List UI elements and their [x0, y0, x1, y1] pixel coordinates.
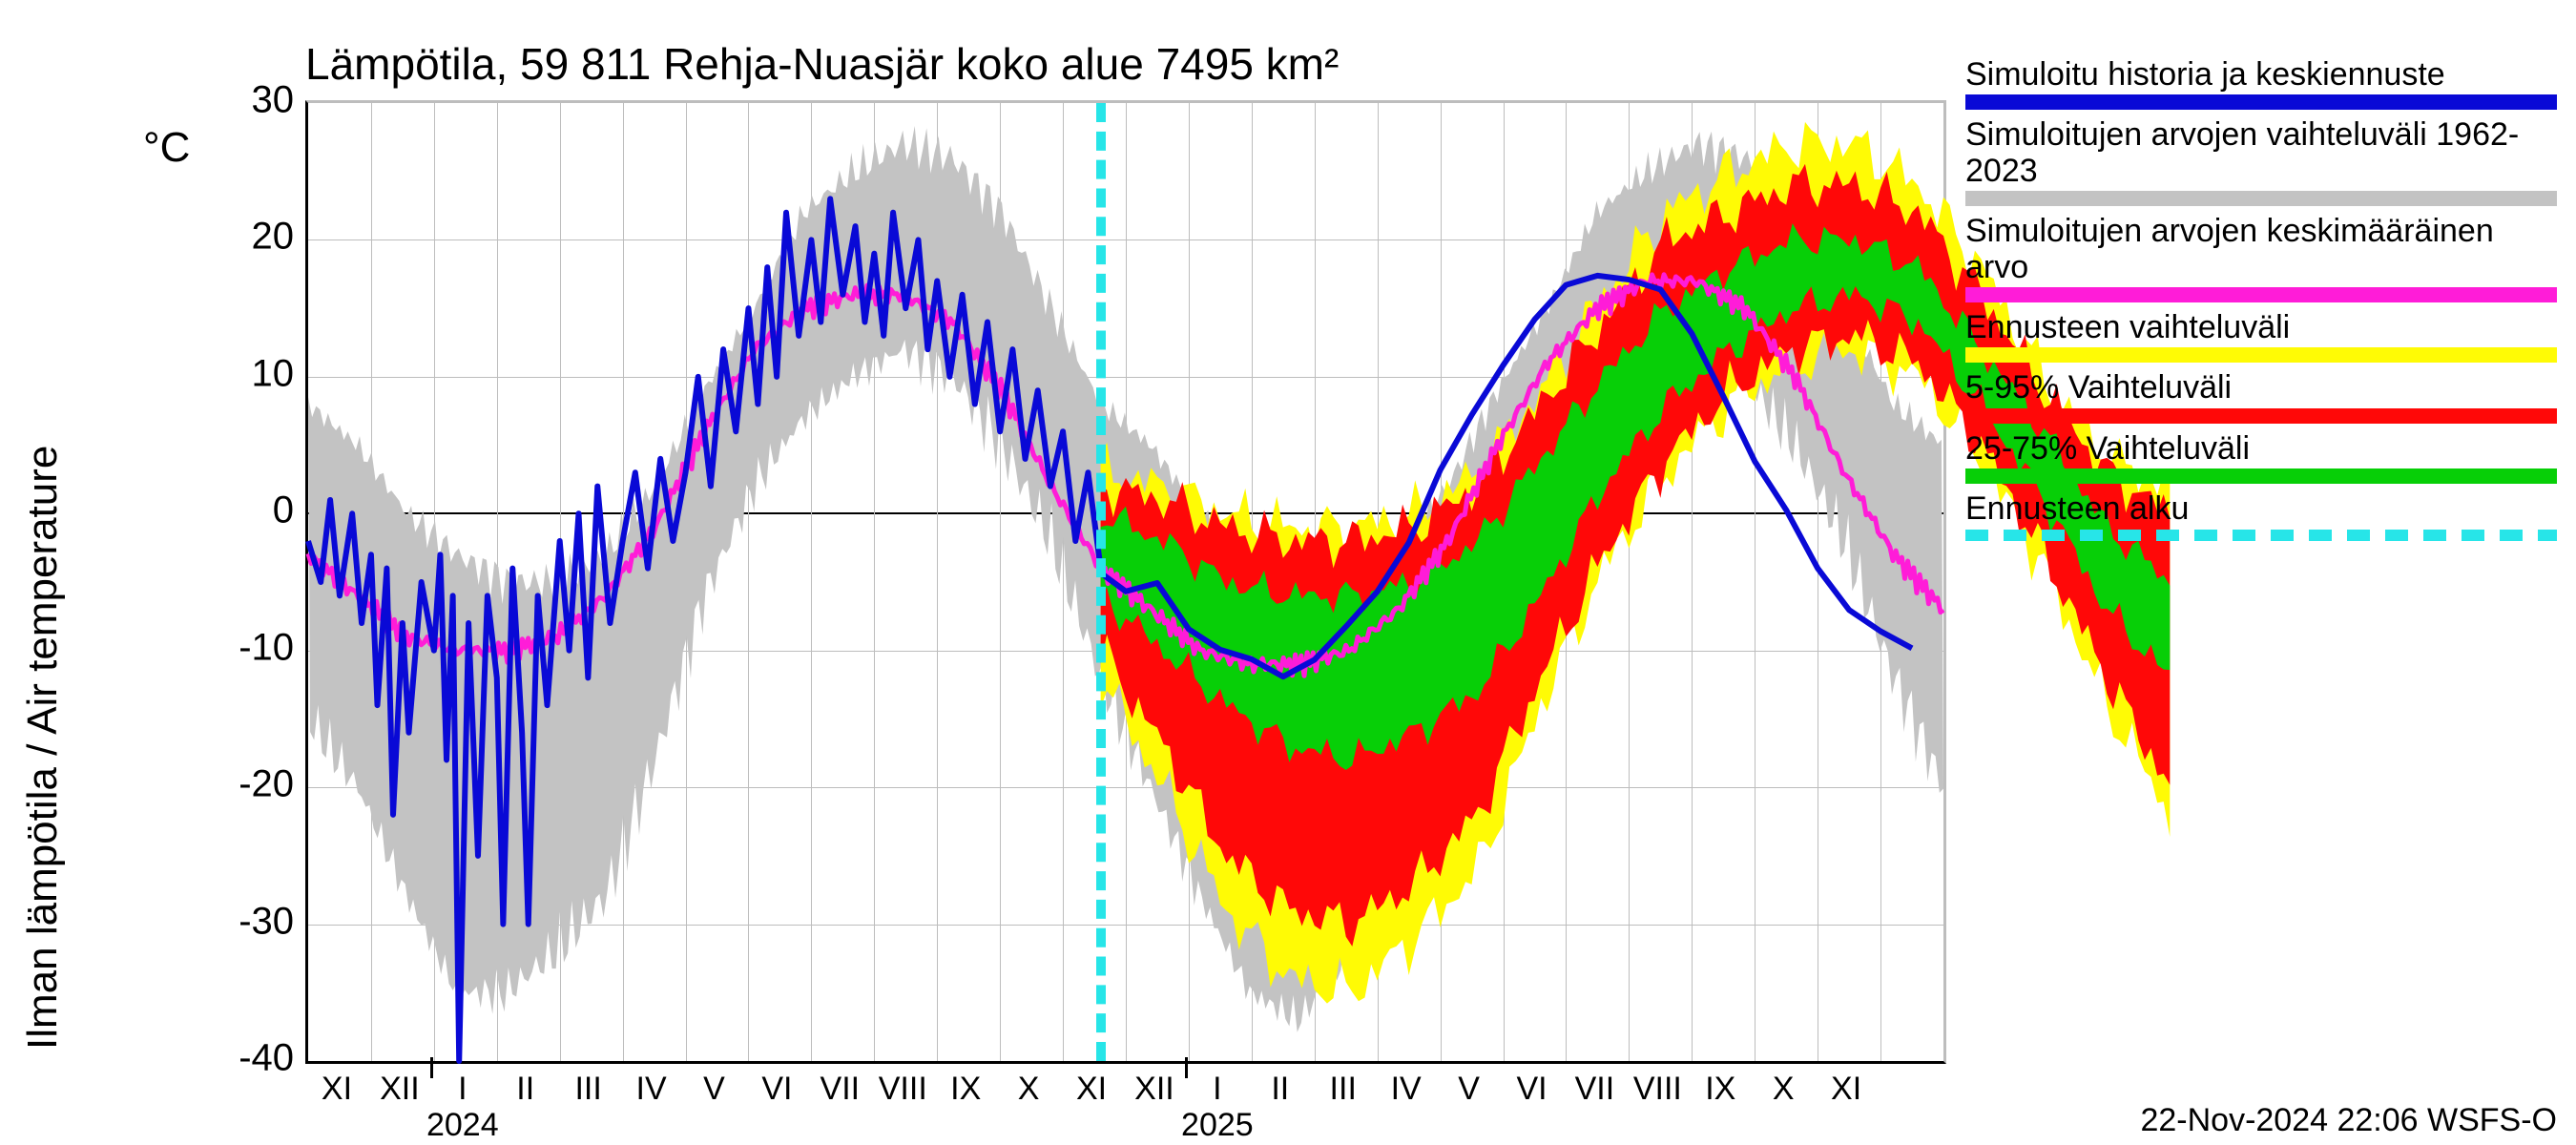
- legend-item: 25-75% Vaihteluväli: [1965, 431, 2557, 484]
- y-tick-label: -40: [208, 1037, 294, 1080]
- y-tick-label: 30: [208, 79, 294, 122]
- y-axis-label: Ilman lämpötila / Air temperature: [19, 446, 67, 1050]
- legend-item: 5-95% Vaihteluväli: [1965, 370, 2557, 423]
- y-tick-label: -30: [208, 900, 294, 943]
- x-year-label: 2024: [426, 1107, 499, 1144]
- legend-swatch: [1965, 191, 2557, 206]
- forecast-start-line: [1096, 103, 1106, 1061]
- legend-text: Ennusteen alku: [1965, 491, 2557, 527]
- x-tick-label: VI: [1516, 1071, 1547, 1108]
- legend-swatch: [1965, 287, 2557, 302]
- x-tick-label: II: [1271, 1071, 1289, 1108]
- x-tick-label: VI: [761, 1071, 792, 1108]
- y-tick-label: 10: [208, 352, 294, 395]
- legend-text: Ennusteen vaihteluväli: [1965, 310, 2557, 345]
- chart-frame: Lämpötila, 59 811 Rehja-Nuasjär koko alu…: [0, 0, 2576, 1145]
- x-tick-label: III: [1330, 1071, 1357, 1108]
- legend-swatch: [1965, 94, 2557, 110]
- legend-text: 25-75% Vaihteluväli: [1965, 431, 2557, 467]
- x-tick-label: V: [703, 1071, 725, 1108]
- legend-swatch: [1965, 408, 2557, 424]
- x-year-label: 2025: [1181, 1107, 1254, 1144]
- legend-text: Simuloitu historia ja keskiennuste: [1965, 57, 2557, 93]
- legend-item: Ennusteen vaihteluväli: [1965, 310, 2557, 363]
- legend: Simuloitu historia ja keskiennuste Simulo…: [1965, 57, 2557, 549]
- legend-text: Simuloitujen arvojen vaihteluväli 1962-2…: [1965, 117, 2557, 189]
- x-tick-label: XI: [322, 1071, 352, 1108]
- x-tick-label: IV: [1391, 1071, 1422, 1108]
- x-tick-label: VII: [821, 1071, 861, 1108]
- x-tick-label: I: [1213, 1071, 1221, 1108]
- x-tick-label: XI: [1076, 1071, 1107, 1108]
- x-tick-label: IX: [950, 1071, 981, 1108]
- plot-area: [305, 100, 1946, 1064]
- x-tick-label: XI: [1831, 1071, 1861, 1108]
- x-tick-label: VII: [1575, 1071, 1615, 1108]
- x-tick-label: X: [1018, 1071, 1040, 1108]
- x-tick-label: I: [458, 1071, 467, 1108]
- y-tick-label: 0: [208, 489, 294, 532]
- x-tick-label: V: [1458, 1071, 1480, 1108]
- legend-item: Ennusteen alku: [1965, 491, 2557, 540]
- x-tick-label: II: [516, 1071, 534, 1108]
- legend-text: 5-95% Vaihteluväli: [1965, 370, 2557, 406]
- x-tick-label: III: [574, 1071, 601, 1108]
- y-tick-label: -10: [208, 626, 294, 669]
- x-tick-label: IV: [636, 1071, 667, 1108]
- legend-text: Simuloitujen arvojen keskimääräinen arvo: [1965, 214, 2557, 285]
- legend-item: Simuloitujen arvojen vaihteluväli 1962-2…: [1965, 117, 2557, 206]
- legend-item: Simuloitu historia ja keskiennuste: [1965, 57, 2557, 110]
- x-tick-label: X: [1773, 1071, 1795, 1108]
- x-tick-label: VIII: [879, 1071, 927, 1108]
- y-axis-unit: °C: [143, 124, 190, 172]
- y-tick-label: -20: [208, 763, 294, 806]
- legend-swatch: [1965, 468, 2557, 484]
- footer-timestamp: 22-Nov-2024 22:06 WSFS-O: [2140, 1102, 2557, 1139]
- chart-title: Lämpötila, 59 811 Rehja-Nuasjär koko alu…: [305, 38, 1339, 90]
- x-tick-label: VIII: [1633, 1071, 1682, 1108]
- x-tick-label: IX: [1705, 1071, 1735, 1108]
- x-tick-label: XII: [380, 1071, 420, 1108]
- legend-swatch: [1965, 530, 2557, 541]
- x-tick-label: XII: [1134, 1071, 1174, 1108]
- legend-item: Simuloitujen arvojen keskimääräinen arvo: [1965, 214, 2557, 302]
- y-tick-label: 20: [208, 216, 294, 259]
- legend-swatch: [1965, 347, 2557, 363]
